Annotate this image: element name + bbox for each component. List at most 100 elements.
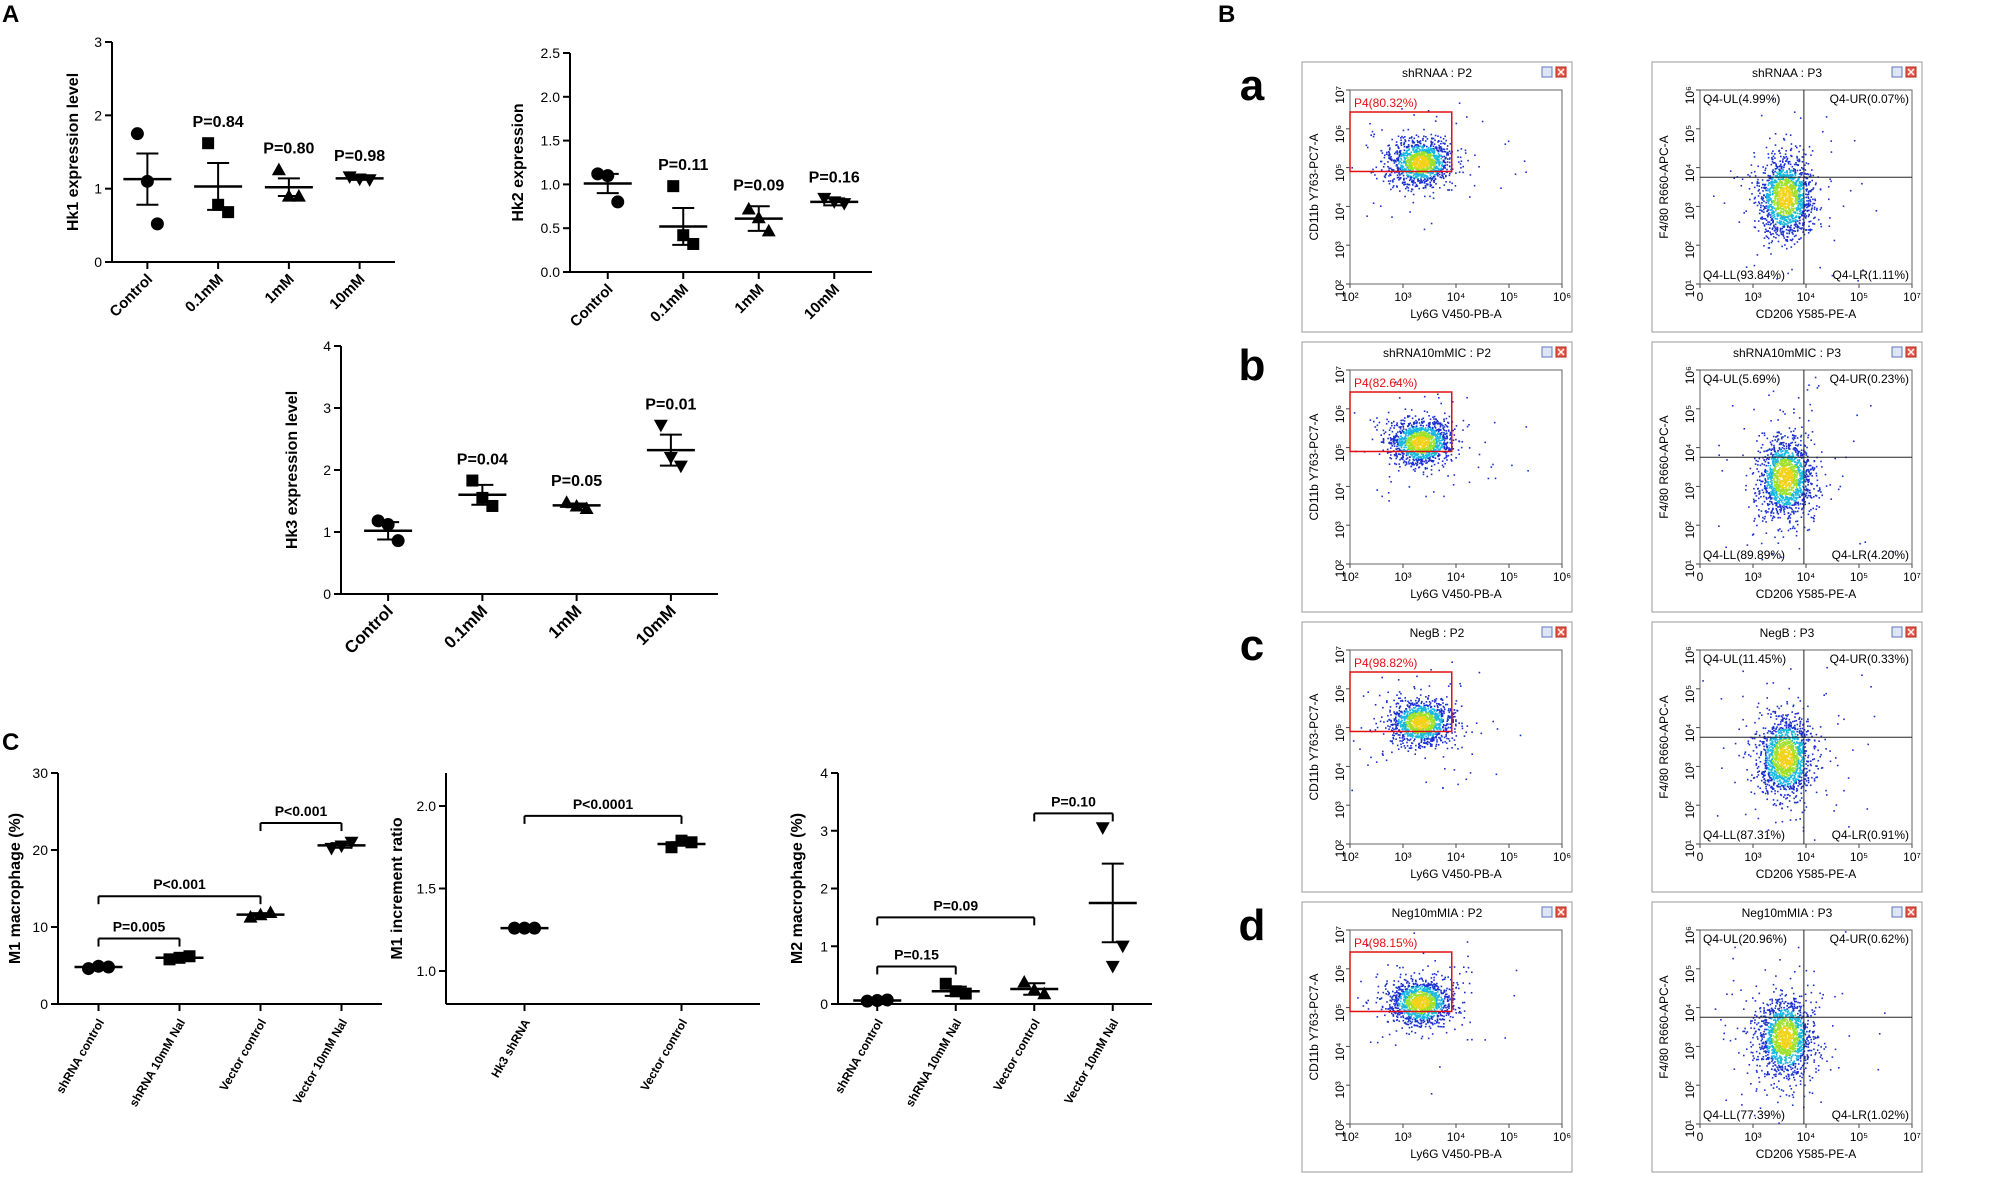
event-dot [1406,443,1408,445]
event-dot [1419,152,1421,154]
event-dot [1439,454,1441,456]
event-dot [1440,143,1442,145]
event-dot [1754,197,1756,199]
event-dot [1437,437,1439,439]
event-dot [1406,164,1408,166]
event-dot [1407,453,1409,455]
event-dot [1764,185,1766,187]
event-dot [1444,167,1446,169]
event-dot [1397,444,1399,446]
event-dot [1775,163,1777,165]
event-dot [1808,210,1810,212]
event-dot [1795,521,1797,523]
event-dot [1806,185,1808,187]
event-dot [1373,134,1375,136]
event-dot [1801,426,1803,428]
event-dot [1398,442,1400,444]
event-dot [1391,443,1393,445]
event-dot [1788,530,1790,532]
event-dot [1404,420,1406,422]
event-dot [1830,140,1832,142]
p-value-label: P=0.16 [809,169,860,186]
event-dot [1384,157,1386,159]
event-dot [1777,182,1779,184]
y-tick-label: 10⁷ [1333,86,1347,104]
event-dot [1433,192,1435,194]
event-dot [1815,182,1817,184]
event-dot [1420,447,1422,449]
event-dot [1787,236,1789,238]
event-dot [1797,198,1799,200]
event-dot [1820,223,1822,225]
p-value-label: P<0.0001 [573,796,634,812]
event-dot [1434,147,1436,149]
event-dot [1780,156,1782,158]
event-dot [1775,144,1777,146]
event-dot [1422,160,1424,162]
event-dot [1758,189,1760,191]
event-dot [1508,141,1510,143]
event-dot [1482,121,1484,123]
event-dot [1401,142,1403,144]
event-dot [1779,498,1781,500]
event-dot [1793,170,1795,172]
event-dot [1399,174,1401,176]
y-axis-label: M1 increment ratio [389,817,406,959]
p-value-label: P=0.09 [733,177,784,194]
event-dot [1784,184,1786,186]
restore-icon[interactable] [1892,67,1902,77]
event-dot [1397,175,1399,177]
event-dot [1782,234,1784,236]
event-dot [1426,437,1428,439]
event-dot [1390,180,1392,182]
event-dot [1405,183,1407,185]
event-dot [1785,153,1787,155]
event-dot [1446,455,1448,457]
event-dot [1434,174,1436,176]
event-dot [1444,463,1446,465]
event-dot [1394,153,1396,155]
event-dot [1437,160,1439,162]
event-dot [1792,220,1794,222]
event-dot [1403,166,1405,168]
event-dot [1808,198,1810,200]
restore-icon[interactable] [1542,347,1552,357]
event-dot [1799,183,1801,185]
event-dot [1795,174,1797,176]
event-dot [1412,436,1414,438]
restore-icon[interactable] [1542,67,1552,77]
p-value-label: P=0.11 [658,157,708,174]
event-dot [1765,188,1767,190]
event-dot [1446,430,1448,432]
event-dot [1786,213,1788,215]
restore-icon[interactable] [1892,347,1902,357]
p-value-label: P=0.80 [263,141,314,158]
data-point [202,137,214,149]
event-dot [1775,224,1777,226]
x-tick-label: 10³ [1394,290,1411,304]
row-letter: b [1239,341,1266,390]
event-dot [1393,185,1395,187]
x-tick-label: 10⁴ [1447,290,1466,304]
event-dot [1440,137,1442,139]
event-dot [1770,481,1772,483]
event-dot [1422,463,1424,465]
event-dot [1407,167,1409,169]
event-dot [1390,438,1392,440]
x-tick-label: 10⁵ [1500,290,1518,304]
event-dot [1391,139,1393,141]
event-dot [1415,176,1417,178]
event-dot [1403,447,1405,449]
event-dot [1757,181,1759,183]
event-dot [1799,181,1801,183]
y-tick-label: 10⁴ [1333,202,1347,221]
event-dot [1834,458,1836,460]
y-tick-label: 10⁶ [1333,405,1347,423]
event-dot [1479,454,1481,456]
event-dot [1757,179,1759,181]
event-dot [1763,211,1765,213]
event-dot [1442,176,1444,178]
event-dot [1787,210,1789,212]
event-dot [1425,430,1427,432]
event-dot [1436,166,1438,168]
